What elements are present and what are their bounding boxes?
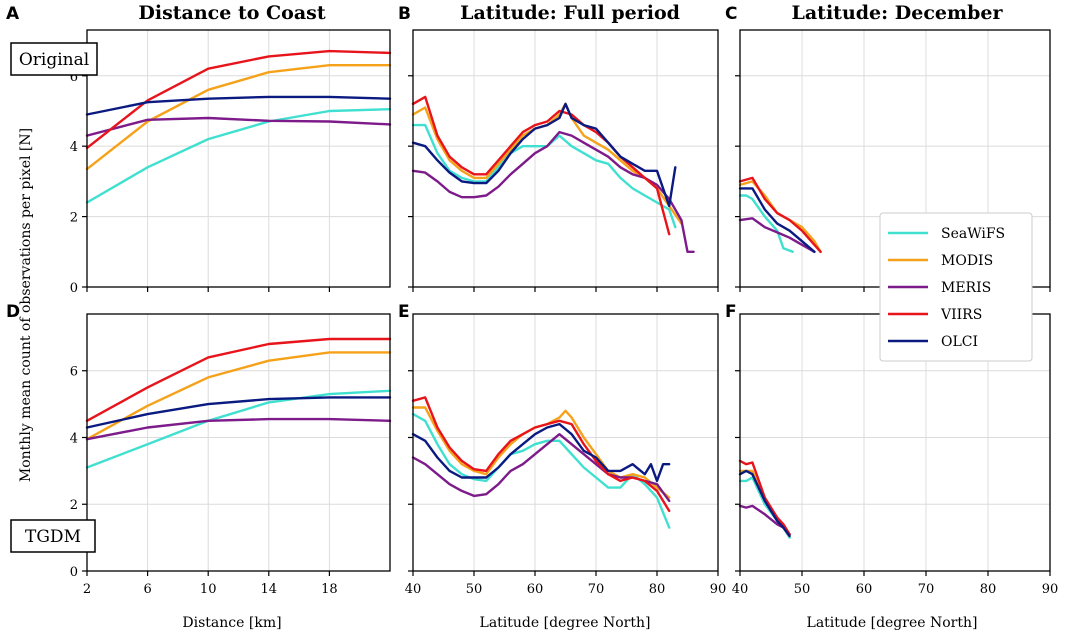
y-axis-label: Monthly mean count of observations per p… [18,128,34,482]
x-axis-label-e: Latitude [degree North] [480,615,651,631]
panel-letter-d: D [6,302,20,322]
series-line-modis-b [411,102,683,225]
panel-a: 0 2 4 6 [70,29,392,296]
series-line-olci-f [738,469,791,538]
x-tick-label: 80 [980,582,997,597]
panel-title-b: Latitude: Full period [460,2,680,24]
legend-label-seawifs: SeaWiFS [941,226,1005,242]
x-tick-label: 50 [794,582,811,597]
panel-e: 40 50 60 70 80 90 [405,313,727,597]
panel-b [408,29,719,292]
plot-frame-e [412,313,719,572]
series-line-seawifs-c [738,194,794,254]
panel-f: 40 50 60 70 80 90 [732,313,1059,597]
series-line-meris-b [411,130,695,254]
series-line-olci-e [411,422,671,483]
y-tick-label: 6 [70,365,78,380]
x-tick-label: 90 [710,582,727,597]
panel-letter-c: C [725,4,737,24]
x-tick-label: 2 [83,582,91,597]
x-tick-label: 50 [466,582,483,597]
series-line-seawifs-e [411,412,671,529]
row-label-tgdm: TGDM [10,519,96,553]
panel-letter-b: B [398,4,411,24]
row-label-original-text: Original [19,50,89,70]
y-tick-label: 4 [70,431,78,446]
plot-frame-b [412,29,719,288]
y-tick-label: 0 [70,281,78,296]
x-axis-label-d: Distance [km] [182,615,281,631]
legend: SeaWiFS MODIS MERIS VIIRS OLCI [879,212,1033,362]
series-line-viirs-d [85,337,392,422]
x-tick-label: 14 [261,582,278,597]
legend-label-viirs: VIIRS [940,307,982,323]
y-tick-label: 6 [70,70,78,85]
series-line-viirs-e [411,396,671,513]
series-line-meris-a [85,116,392,137]
series-line-modis-d [85,351,392,441]
plot-frame-a [86,29,391,288]
series-line-seawifs-d [85,389,392,469]
x-tick-label: 80 [649,582,666,597]
series-line-meris-c [738,217,816,254]
series-line-meris-f [738,504,791,536]
legend-label-modis: MODIS [941,253,993,269]
panel-title-c: Latitude: December [792,2,1004,24]
panel-letter-e: E [398,302,410,322]
series-line-viirs-a [85,49,392,150]
series-line-olci-c [738,187,816,254]
panel-title-a: Distance to Coast [138,2,325,24]
x-tick-label: 60 [856,582,873,597]
y-tick-label: 2 [70,498,78,513]
x-tick-label: 70 [588,582,605,597]
x-tick-label: 10 [200,582,217,597]
x-tick-label: 90 [1042,582,1059,597]
panel-letter-f: F [725,302,737,322]
panel-letter-a: A [6,4,20,24]
x-tick-label: 6 [143,582,151,597]
legend-label-olci: OLCI [941,334,978,350]
x-axis-label-f: Latitude [degree North] [807,615,978,631]
x-tick-label: 40 [405,582,422,597]
x-tick-label: 40 [732,582,749,597]
series-line-olci-d [85,396,392,429]
series-line-viirs-c [738,176,822,254]
series-line-olci-b [411,102,677,208]
series-line-seawifs-a [85,107,392,204]
legend-label-meris: MERIS [941,280,991,296]
row-label-original: Original [10,42,98,76]
series-line-viirs-f [738,459,791,536]
series-line-meris-d [85,417,392,441]
series-line-meris-e [411,433,671,503]
row-label-tgdm-text: TGDM [25,527,81,547]
x-tick-label: 70 [918,582,935,597]
series-line-olci-a [85,95,392,116]
y-tick-label: 2 [70,211,78,226]
series-line-viirs-b [411,95,671,236]
y-tick-label: 0 [70,565,78,580]
plot-frame-d [86,313,391,572]
x-tick-label: 60 [527,582,544,597]
series-line-modis-a [85,63,392,171]
y-tick-label: 4 [70,140,78,155]
x-tick-label: 18 [321,582,338,597]
